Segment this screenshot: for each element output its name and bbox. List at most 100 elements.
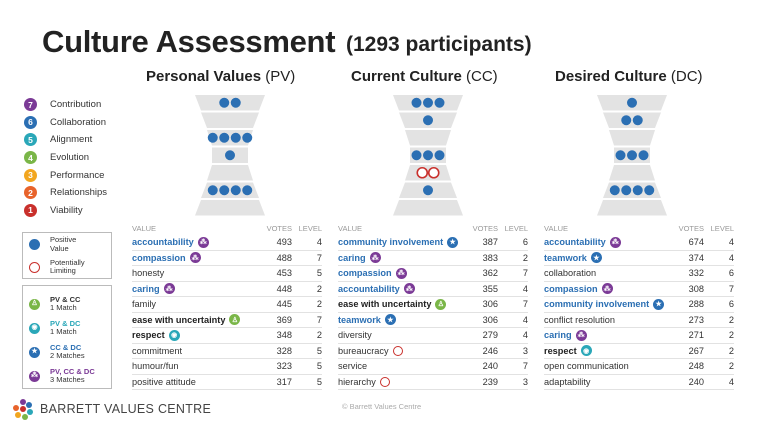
match-legend-item: ◉ PV & DC 1 Match [23,316,111,340]
value-name: community involvement [338,237,444,248]
value-name: open communication [544,361,629,372]
votes-cell: 448 [276,283,292,294]
positive-value-dot [423,115,433,126]
votes-cell: 317 [276,376,292,387]
table-row: hierarchy 239 3 [338,375,528,390]
legend-text: Potentially [50,257,85,267]
positive-value-dot [632,185,643,196]
column-abbr: (DC) [670,68,703,85]
value-name: collaboration [544,268,597,279]
votes-cell: 306 [482,299,498,310]
positive-value-dot [230,97,241,108]
votes-cell: 387 [482,237,498,248]
value-cell: bureaucracy [338,345,466,356]
positive-value-dot [219,132,230,143]
value-cell: open communication [544,361,672,371]
level-badge-icon: 1 [24,203,37,217]
positive-value-dot [242,185,253,196]
level-cell: 4 [728,237,734,248]
level-cell: 7 [316,314,322,325]
pyramid-cc [393,95,463,216]
table-row: teamwork ★ 306 4 [338,313,528,328]
table-row: respect ◉ 348 2 [132,328,322,344]
table-row: positive attitude 317 5 [132,375,322,390]
level-cell: 2 [316,283,322,294]
match-legend: ♙ PV & CC 1 Match ◉ PV & DC 1 Match ★ CC & DC 2 … [22,285,112,389]
votes-cell: 332 [688,268,704,279]
match-legend-sub: 3 Matches [50,375,85,384]
level-label: Contribution [50,99,102,111]
votes-cell: 328 [276,345,292,356]
pin-icon: ◉ [580,345,592,357]
level-cell: 4 [728,252,734,263]
value-cell: adaptability [544,377,672,387]
votes-cell: 493 [276,237,292,248]
positive-value-dot [621,115,632,126]
value-cell: respect ◉ [132,329,260,341]
value-name: diversity [338,330,372,341]
limiting-value-dot [427,166,440,179]
table-header: VALUE VOTES LEVEL [544,222,734,235]
level-cell: 2 [522,252,528,263]
level-cell: 6 [522,237,528,248]
level-legend-item: 6 Collaboration [24,114,107,132]
column-heading-pv: Personal Values (PV) [146,68,295,85]
star-icon: ★ [653,298,665,310]
person-icon: ♙ [435,298,447,310]
match-legend-sub: 1 Match [50,303,77,312]
triad-icon: ⁂ [29,370,40,382]
votes-cell: 240 [482,361,498,372]
participant-count: (1293 participants) [346,33,532,56]
level-badge-icon: 3 [24,168,37,182]
match-legend-sub: 1 Match [50,327,77,336]
column-header-level: LEVEL [298,224,322,233]
votes-cell: 355 [482,283,498,294]
level-cell: 5 [316,376,322,387]
match-legend-item: ★ CC & DC 2 Matches [23,340,111,364]
table-row: accountability ⁂ 493 4 [132,235,322,251]
level-cell: 2 [728,330,734,341]
triad-icon: ⁂ [575,329,587,341]
match-legend-text: PV & CC 1 Match [50,295,80,313]
value-name: commitment [132,345,183,356]
value-name: accountability [338,283,400,294]
match-legend-title: PV, CC & DC [50,366,95,376]
value-cell: positive attitude [132,377,260,387]
positive-value-dot [621,185,632,196]
triad-icon: ⁂ [189,252,201,264]
triad-icon: ⁂ [395,267,407,279]
pyramid-level-band [195,95,265,111]
value-name: hierarchy [338,376,376,387]
value-name: bureaucracy [338,345,389,356]
match-legend-item: ♙ PV & CC 1 Match [23,292,111,316]
match-legend-sub: 2 Matches [50,351,85,360]
level-legend-item: 1 Viability [24,202,107,220]
positive-value-dot [411,97,422,108]
level-legend-item: 5 Alignment [24,131,107,149]
votes-cell: 369 [276,314,292,325]
table-row: conflict resolution 273 2 [544,313,734,328]
table-row: commitment 328 5 [132,344,322,359]
value-cell: accountability ⁂ [544,236,672,248]
table-row: community involvement ★ 288 6 [544,297,734,313]
level-label: Viability [50,204,83,216]
value-name: accountability [132,237,194,248]
column-header-value: VALUE [132,224,157,233]
level-cell: 4 [316,237,322,248]
votes-cell: 488 [276,252,292,263]
votes-cell: 308 [688,283,704,294]
pyramid-level-band [393,200,463,216]
values-table-pv: VALUE VOTES LEVEL accountability ⁂ 493 4 compas… [132,222,322,390]
value-cell: compassion ⁂ [132,252,260,264]
value-name: respect [544,345,577,356]
votes-cell: 674 [688,237,704,248]
level-cell: 7 [522,268,528,279]
level-badge-icon: 7 [24,98,37,112]
votes-cell: 273 [688,314,704,325]
votes-cell: 374 [688,252,704,263]
table-row: ease with uncertainty ♙ 306 7 [338,297,528,313]
limiting-icon [379,376,390,387]
person-icon: ♙ [29,298,40,310]
table-row: bureaucracy 246 3 [338,344,528,359]
column-name: Personal Values [146,68,262,85]
